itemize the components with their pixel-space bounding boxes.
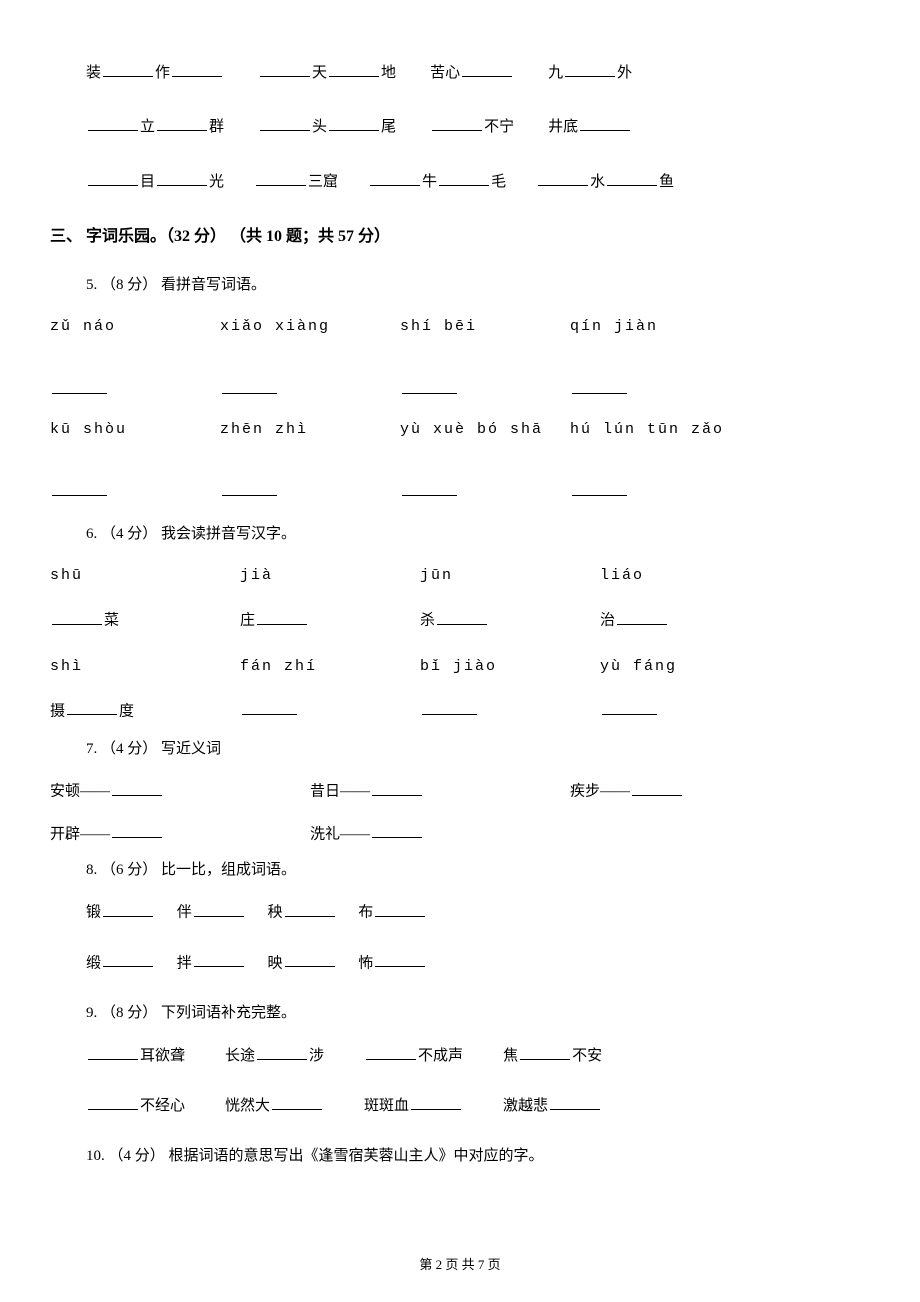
idiom: 不经心 (86, 1094, 185, 1119)
pinyin: bǐ jiào (420, 655, 600, 679)
idiom: 激越悲 (503, 1094, 602, 1119)
pinyin: yù fáng (600, 655, 760, 679)
q5-grid: zǔ náo xiǎo xiàng shí bēi qín jiàn kū sh… (50, 315, 870, 504)
q6-grid: shū jià jūn liáo 菜 庄 杀 治 shì fán zhí bǐ … (50, 564, 870, 723)
synonym: 疾步—— (570, 779, 830, 804)
idiom-row-1: 装作 天地 苦心 九外 (50, 60, 870, 85)
section-3-title: 三、 字词乐园。（32 分） （共 10 题；共 57 分） (50, 224, 870, 250)
pinyin: shí bēi (400, 315, 570, 339)
idiom: 不宁 (430, 115, 514, 140)
synonym: 洗礼—— (310, 822, 570, 847)
idiom: 耳欲聋 (86, 1043, 185, 1068)
idiom: 九外 (548, 60, 632, 85)
idiom: 头尾 (258, 115, 396, 140)
synonym: 开辟—— (50, 822, 310, 847)
idiom: 三窟 (254, 169, 338, 194)
idiom: 长途涉 (225, 1043, 324, 1068)
pinyin: yù xuè bó shā (400, 418, 570, 442)
pinyin: fán zhí (240, 655, 420, 679)
q7-title: 7. （4 分） 写近义词 (50, 737, 870, 761)
pinyin: liáo (600, 564, 760, 588)
idiom-row-3: 目光 三窟 牛毛 水鱼 (50, 169, 870, 194)
idiom: 立群 (86, 115, 224, 140)
synonym: 昔日—— (310, 779, 570, 804)
char-blank: 杀 (420, 608, 600, 633)
pinyin: shū (50, 564, 240, 588)
char-blank: 摄度 (50, 699, 240, 724)
idiom: 目光 (86, 169, 224, 194)
q8-row-2: 缎 拌 映 怖 (50, 951, 870, 976)
pinyin: qín jiàn (570, 315, 760, 339)
char-blank (420, 699, 600, 724)
pinyin: zǔ náo (50, 315, 220, 339)
idiom: 恍然大 (225, 1094, 324, 1119)
page-footer: 第 2 页 共 7 页 (0, 1255, 920, 1276)
q6-title: 6. （4 分） 我会读拼音写汉字。 (50, 522, 870, 546)
idiom: 牛毛 (368, 169, 506, 194)
idiom: 斑斑血 (364, 1094, 463, 1119)
q8-title: 8. （6 分） 比一比，组成词语。 (50, 858, 870, 882)
idiom: 天地 (258, 60, 396, 85)
q9-title: 9. （8 分） 下列词语补充完整。 (50, 1001, 870, 1025)
pinyin: jià (240, 564, 420, 588)
idiom-row-2: 立群 头尾 不宁 井底 (50, 115, 870, 140)
idiom: 苦心 (430, 60, 514, 85)
q9-row-1: 耳欲聋 长途涉 不成声 焦不安 (50, 1043, 870, 1068)
idiom: 不成声 (364, 1043, 463, 1068)
char-blank: 庄 (240, 608, 420, 633)
pinyin: shì (50, 655, 240, 679)
pinyin: hú lún tūn zǎo (570, 418, 760, 442)
char-blank (600, 699, 760, 724)
idiom: 焦不安 (503, 1043, 602, 1068)
q8-row-1: 锻 伴 秧 布 (50, 900, 870, 925)
char-blank (240, 699, 420, 724)
q9-row-2: 不经心 恍然大 斑斑血 激越悲 (50, 1094, 870, 1119)
q10-title: 10. （4 分） 根据词语的意思写出《逢雪宿芙蓉山主人》中对应的字。 (50, 1144, 870, 1168)
idiom: 水鱼 (536, 169, 674, 194)
char-blank: 菜 (50, 608, 240, 633)
char-blank: 治 (600, 608, 760, 633)
synonym: 安顿—— (50, 779, 310, 804)
pinyin: zhēn zhì (220, 418, 400, 442)
pinyin: jūn (420, 564, 600, 588)
q7-grid: 安顿—— 昔日—— 疾步—— 开辟—— 洗礼—— (50, 779, 870, 846)
idiom: 装作 (86, 60, 224, 85)
idiom: 井底 (548, 115, 632, 140)
pinyin: kū shòu (50, 418, 220, 442)
pinyin: xiǎo xiàng (220, 315, 400, 339)
q5-title: 5. （8 分） 看拼音写词语。 (50, 273, 870, 297)
